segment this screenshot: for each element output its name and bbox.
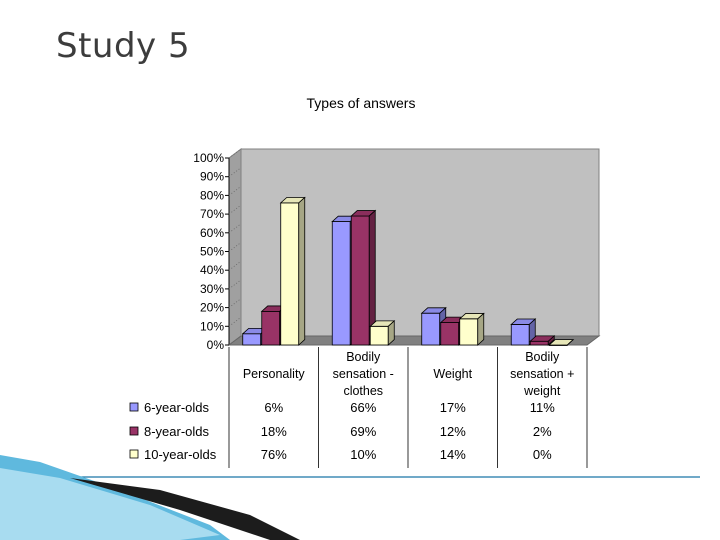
y-tick-label: 10% [200,319,224,333]
footer-swoosh-dark [70,478,300,540]
bar-front [440,322,460,346]
bar [529,334,556,346]
y-axis-ticks: 0% 10% 20% 30% 40% 50% 60% 70% 80% 90% 100% [193,148,242,352]
bar-side [477,312,485,346]
chart-title: Types of answers [307,95,416,111]
bar [279,196,306,346]
bar-front [280,202,300,346]
data-table: Personality Bodily sensation - clothes Weigh… [129,347,588,468]
category-label: sensation - [333,367,394,381]
data-cell: 0% [533,447,552,462]
data-cell: 66% [350,400,376,415]
y-tick-label: 40% [200,263,224,277]
legend-label: 10-year-olds [144,447,217,462]
bar-front [331,221,351,346]
y-gridline-stub [228,335,242,346]
y-gridline-stub [228,279,242,290]
category-label: Weight [433,367,472,381]
bar [369,320,396,346]
bar-front [261,310,281,346]
bar [548,339,575,346]
y-gridline-stub [228,223,242,234]
data-cell: 69% [350,424,376,439]
y-tick-label: 80% [200,188,224,202]
data-cell: 6% [264,400,283,415]
bar-front [350,215,370,346]
bar-front [459,318,479,346]
y-gridline-stub [228,148,242,159]
y-tick-label: 100% [193,151,224,165]
y-tick-label: 20% [200,301,224,315]
legend-swatch [129,402,139,412]
slide-title: Study 5 [56,26,191,66]
data-cell: 14% [440,447,466,462]
bar-side [547,334,555,346]
footer-swoosh-light [0,468,220,540]
bar-side [566,339,574,346]
data-cell: 18% [261,424,287,439]
category-label: clothes [343,384,383,398]
bar-side [387,320,395,346]
data-cell: 10% [350,447,376,462]
category-label: Bodily [346,350,381,364]
chart-bars [241,196,575,346]
legend-label: 8-year-olds [144,424,210,439]
y-tick-label: 30% [200,282,224,296]
data-cell: 12% [440,424,466,439]
bar [350,209,377,346]
chart-walls [227,148,601,346]
y-gridline-stub [228,298,242,308]
bar-front [369,325,389,346]
y-gridline-stub [228,260,242,271]
y-gridline-stub [228,186,242,196]
data-cell: 76% [261,447,287,462]
y-gridline-stub [228,167,242,178]
bar [458,312,485,346]
y-tick-label: 60% [200,226,224,240]
legend-label: 6-year-olds [144,400,210,415]
category-label: weight [523,384,561,398]
y-tick-label: 50% [200,245,224,259]
y-gridline-stub [228,242,242,252]
y-tick-label: 0% [207,338,225,352]
y-gridline-stub [228,204,242,215]
bar-front [510,324,530,346]
bar-front [529,340,549,346]
legend-swatch [129,449,139,459]
bar-front [421,312,441,346]
slide-decoration [0,455,700,540]
category-label: Bodily [525,350,560,364]
plot-side-wall [228,148,242,346]
y-gridline-stub [228,316,242,327]
bar-front [242,333,262,346]
legend-swatch [129,426,139,436]
data-cell: 2% [533,424,552,439]
data-cell: 11% [530,400,555,415]
category-label: Personality [243,367,306,381]
y-tick-label: 70% [200,207,224,221]
category-label: sensation + [510,367,574,381]
y-tick-label: 90% [200,170,224,184]
bar-side [298,196,306,346]
data-cell: 17% [440,400,466,415]
